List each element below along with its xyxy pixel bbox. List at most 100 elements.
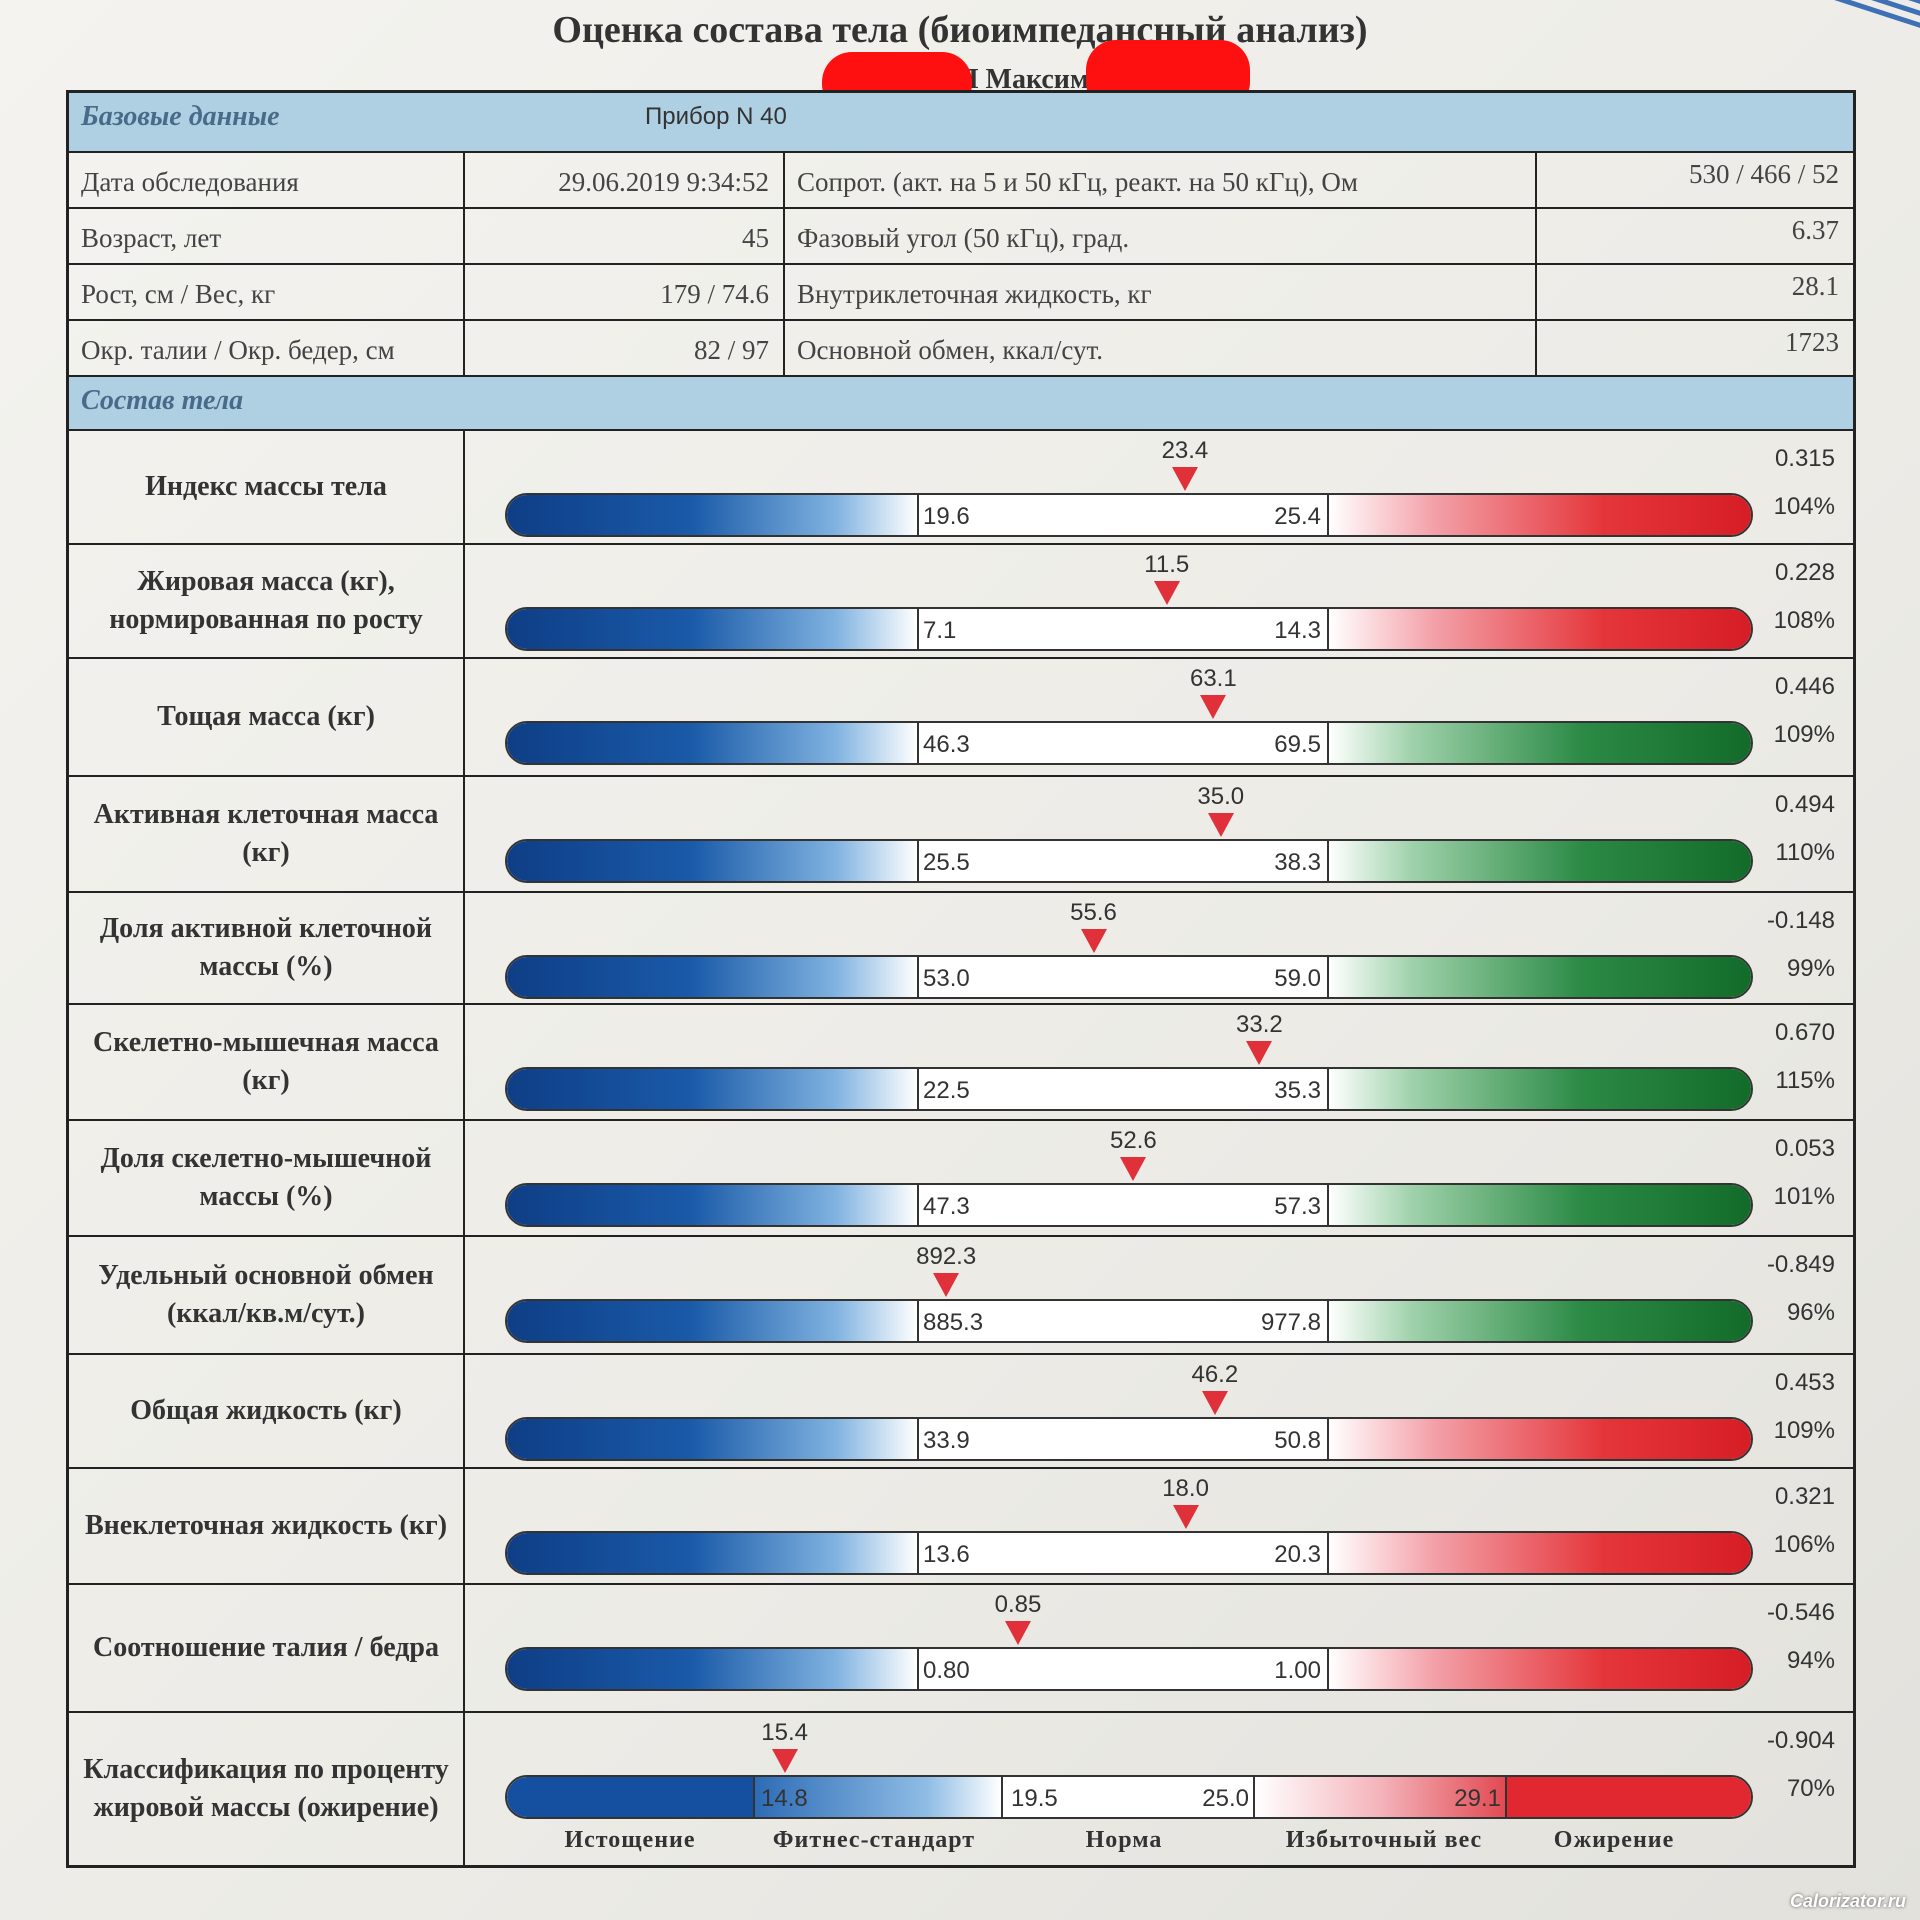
marker-value: 52.6 <box>1110 1127 1157 1154</box>
composition-row: Удельный основной обмен (ккал/кв.м/сут.)… <box>69 1237 1853 1355</box>
range-high-tick: 57.3 <box>1274 1193 1321 1220</box>
parameter-label: Общая жидкость (кг) <box>69 1355 465 1467</box>
range-high-segment <box>1329 1533 1751 1573</box>
range-high-tick: 38.3 <box>1274 849 1321 876</box>
document-title: Оценка состава тела (биоимпедансный анал… <box>552 9 1368 51</box>
base-section-header: Базовые данные Прибор N 40 <box>69 93 1853 153</box>
parameter-label: Жировая масса (кг), нормированная по рос… <box>69 545 465 657</box>
percent-of-norm: 99% <box>1786 955 1835 982</box>
classification-segment <box>507 1777 755 1817</box>
range-high-segment <box>1329 723 1751 763</box>
composition-row: Скелетно-мышечная масса (кг) 33.2 22.5 35.3… <box>69 1005 1853 1121</box>
range-normal-segment <box>917 1419 1329 1459</box>
z-score: 0.321 <box>1774 1483 1835 1510</box>
range-normal-segment <box>917 1069 1329 1109</box>
range-normal-segment <box>917 1649 1329 1689</box>
range-high-tick: 50.8 <box>1274 1427 1321 1454</box>
range-normal-segment <box>917 609 1329 649</box>
marker-value: 35.0 <box>1197 783 1245 810</box>
range-low-tick: 46.3 <box>923 731 970 758</box>
range-low-segment <box>507 723 917 763</box>
range-low-segment <box>507 841 917 881</box>
range-normal-segment <box>917 841 1329 881</box>
range-low-segment <box>507 957 917 997</box>
range-normal-segment <box>917 957 1329 997</box>
range-high-segment <box>1329 1649 1751 1689</box>
range-bar: 13.6 20.3 <box>505 1531 1753 1575</box>
percent-of-norm: 94% <box>1786 1647 1835 1674</box>
base-param-value: 28.1 <box>1791 271 1839 301</box>
range-low-segment <box>507 1069 917 1109</box>
range-low-tick: 0.80 <box>923 1657 970 1684</box>
range-normal-segment <box>917 495 1329 535</box>
composition-row: Индекс массы тела 23.4 19.6 25.4 0.315 104% <box>69 431 1853 545</box>
marker-triangle-icon <box>1120 1157 1147 1181</box>
classification-marker-icon <box>771 1749 798 1773</box>
range-low-segment <box>507 1649 917 1689</box>
z-score: 0.053 <box>1774 1135 1835 1162</box>
range-bar: 885.3 977.8 <box>505 1299 1753 1343</box>
base-param-label: Сопрот. (акт. на 5 и 50 кГц, реакт. на 5… <box>785 153 1537 207</box>
classification-segment <box>755 1777 1003 1817</box>
base-param-value: 1723 <box>1785 327 1839 357</box>
z-score: 0.453 <box>1774 1369 1835 1396</box>
classification-segment <box>1255 1777 1507 1817</box>
range-low-segment <box>507 1419 917 1459</box>
range-high-segment <box>1329 609 1751 649</box>
composition-row: Общая жидкость (кг) 46.2 33.9 50.8 0.453 109% <box>69 1355 1853 1469</box>
range-high-segment <box>1329 1301 1751 1341</box>
parameter-label: Доля скелетно-мышечной массы (%) <box>69 1121 465 1235</box>
marker-triangle-icon <box>1005 1621 1031 1645</box>
range-low-tick: 19.6 <box>923 503 970 530</box>
category-label: Фитнес-стандарт <box>772 1827 976 1853</box>
percent-of-norm: 109% <box>1773 721 1835 748</box>
base-param-value: 29.06.2019 9:34:52 <box>465 153 785 207</box>
range-high-segment <box>1329 1069 1751 1109</box>
base-data-row: Рост, см / Вес, кг 179 / 74.6 Внутриклеточ… <box>69 265 1853 321</box>
category-label: Истощение <box>564 1827 696 1853</box>
range-high-tick: 59.0 <box>1274 965 1321 992</box>
composition-row: Внеклеточная жидкость (кг) 18.0 13.6 20.3 0.… <box>69 1469 1853 1585</box>
classification-tick: 29.1 <box>1454 1785 1501 1812</box>
base-section-label: Базовые данные <box>81 101 280 132</box>
z-score: 0.446 <box>1774 673 1835 700</box>
base-param-label: Внутриклеточная жидкость, кг <box>785 265 1537 319</box>
composition-section-label: Состав тела <box>81 385 244 416</box>
range-normal-segment <box>917 1185 1329 1225</box>
marker-value: 55.6 <box>1070 899 1117 926</box>
range-low-tick: 885.3 <box>923 1309 984 1336</box>
base-param-value: 6.37 <box>1791 215 1839 245</box>
classification-bar: 14.8 19.5 25.0 29.1 <box>505 1775 1753 1819</box>
category-label: Ожирение <box>1553 1827 1675 1853</box>
percent-of-norm: 109% <box>1773 1417 1835 1444</box>
category-label: Норма <box>1085 1827 1163 1853</box>
marker-value: 46.2 <box>1191 1361 1239 1388</box>
base-param-label: Возраст, лет <box>69 209 465 263</box>
parameter-label: Доля активной клеточной массы (%) <box>69 893 465 1003</box>
marker-value: 63.1 <box>1189 665 1237 692</box>
classification-segment <box>1507 1777 1751 1817</box>
report-table: Базовые данные Прибор N 40 Дата обследов… <box>66 90 1856 1868</box>
range-low-tick: 25.5 <box>923 849 970 876</box>
composition-row: Тощая масса (кг) 63.1 46.3 69.5 0.446 109% <box>69 659 1853 777</box>
marker-value: 892.3 <box>916 1243 977 1270</box>
range-high-tick: 35.3 <box>1274 1077 1321 1104</box>
percent-of-norm: 115% <box>1775 1067 1835 1094</box>
parameter-label: Тощая масса (кг) <box>69 659 465 775</box>
marker-triangle-icon <box>1200 695 1227 719</box>
marker-value: 18.0 <box>1162 1475 1209 1502</box>
range-high-tick: 69.5 <box>1274 731 1321 758</box>
z-score: -0.546 <box>1766 1599 1835 1626</box>
range-bar: 33.9 50.8 <box>505 1417 1753 1461</box>
marker-triangle-icon <box>1171 467 1198 491</box>
range-bar: 22.5 35.3 <box>505 1067 1753 1111</box>
parameter-label: Скелетно-мышечная масса (кг) <box>69 1005 465 1119</box>
range-high-tick: 25.4 <box>1274 503 1321 530</box>
base-param-label: Дата обследования <box>69 153 465 207</box>
marker-value: 11.5 <box>1144 551 1190 578</box>
range-normal-segment <box>917 723 1329 763</box>
marker-triangle-icon <box>1207 813 1234 837</box>
range-low-tick: 47.3 <box>923 1193 970 1220</box>
composition-row: Жировая масса (кг), нормированная по рос… <box>69 545 1853 659</box>
percent-of-norm: 96% <box>1786 1299 1835 1326</box>
